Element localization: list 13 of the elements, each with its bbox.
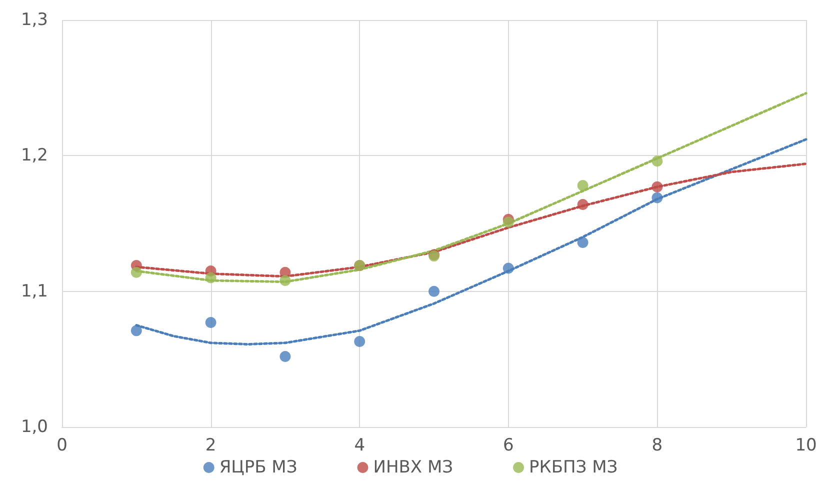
x-tick-label: 0 xyxy=(56,436,68,456)
y-tick-label: 1,1 xyxy=(20,281,48,302)
y-tick-label: 1,2 xyxy=(20,146,48,166)
legend-label: ИНВХ МЗ xyxy=(373,458,454,478)
x-tick-label: 2 xyxy=(205,436,216,456)
x-tick-label: 8 xyxy=(652,436,663,456)
x-tick-label: 4 xyxy=(354,436,366,456)
legend-label: РКБПЗ МЗ xyxy=(529,458,618,478)
y-tick-label: 1,3 xyxy=(20,10,48,30)
y-tick-label: 1,0 xyxy=(20,417,48,437)
legend-label: ЯЦРБ МЗ xyxy=(219,458,298,478)
x-tick-label: 6 xyxy=(502,436,514,456)
x-tick-label: 10 xyxy=(795,436,817,456)
